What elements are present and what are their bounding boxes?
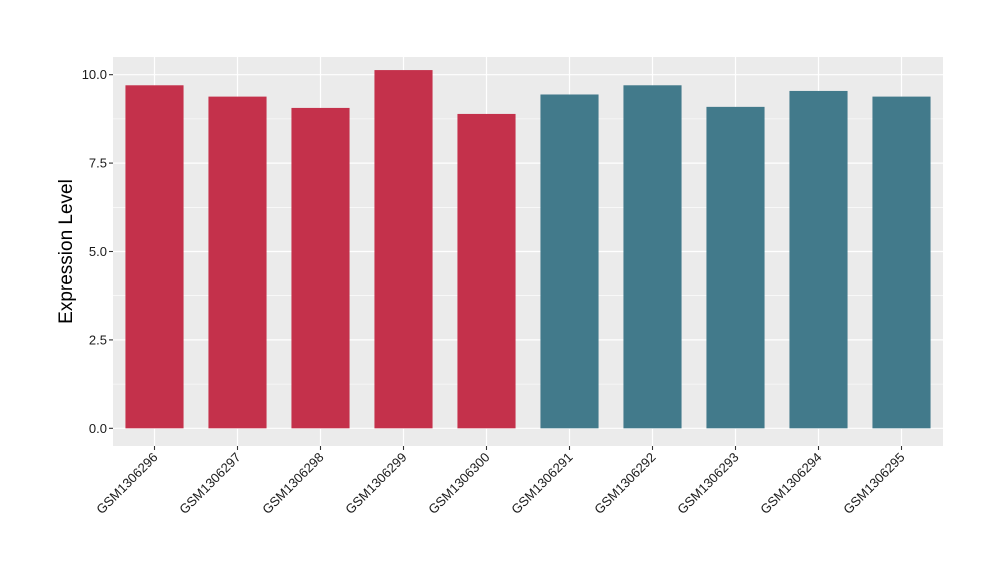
bar-GSM1306294 <box>789 90 848 429</box>
bar-GSM1306299 <box>374 70 433 429</box>
bar-GSM1306298 <box>291 107 350 429</box>
x-tick-label: GSM1306294 <box>757 450 824 517</box>
x-tick-label: GSM1306298 <box>259 450 326 517</box>
x-axis: GSM1306296 GSM1306297 GSM1306298 GSM1306299… <box>93 446 908 517</box>
x-tick-label: GSM1306297 <box>176 450 243 517</box>
bar-GSM1306295 <box>872 96 931 429</box>
x-tick-label: GSM1306295 <box>840 450 907 517</box>
y-tick-label: 2.5 <box>89 332 107 347</box>
x-tick-label: GSM1306299 <box>342 450 409 517</box>
bar-GSM1306293 <box>706 106 765 429</box>
x-tick-label: GSM1306293 <box>674 450 741 517</box>
x-tick-label: GSM1306292 <box>591 450 658 517</box>
bar-GSM1306297 <box>208 96 267 429</box>
x-tick-label: GSM1306300 <box>425 450 492 517</box>
bar-GSM1306300 <box>457 113 516 429</box>
y-tick-label: 5.0 <box>89 244 107 259</box>
y-tick-label: 7.5 <box>89 156 107 171</box>
y-tick-label: 0.0 <box>89 421 107 436</box>
bar-GSM1306291 <box>540 94 599 429</box>
bars <box>125 70 931 429</box>
y-axis: 0.0 2.5 5.0 7.5 10.0 <box>82 67 113 436</box>
bar-GSM1306296 <box>125 85 184 429</box>
y-tick-label: 10.0 <box>82 67 107 82</box>
bar-GSM1306292 <box>623 85 682 429</box>
x-tick-label: GSM1306296 <box>93 450 160 517</box>
y-axis-title: Expression Level <box>56 179 77 324</box>
x-tick-label: GSM1306291 <box>508 450 575 517</box>
